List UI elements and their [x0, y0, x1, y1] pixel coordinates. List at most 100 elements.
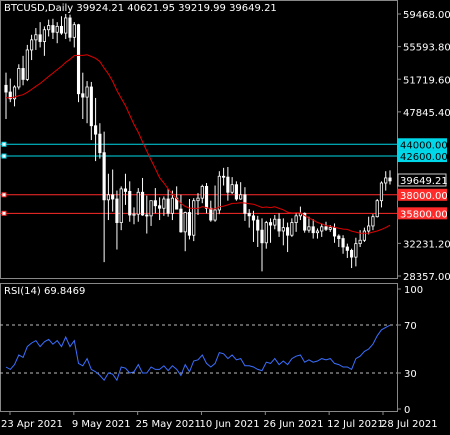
price-tick-label: 47845.40: [403, 108, 450, 119]
bear-candle: [243, 194, 247, 214]
bear-candle: [4, 84, 8, 93]
level-price-box: [397, 188, 447, 201]
bear-candle: [341, 238, 345, 248]
time-tick-label: 25 May 2021: [136, 419, 201, 430]
bull-candle: [30, 39, 34, 51]
level-handle: [1, 210, 7, 216]
bull-candle: [183, 212, 187, 233]
level-price-label: 38000.00: [400, 191, 448, 202]
bull-candle: [55, 25, 59, 33]
rsi-axis: 100 70 30 0: [397, 285, 423, 416]
time-tick-label: 10 Jun 2021: [199, 419, 259, 430]
bull-candle: [149, 200, 153, 217]
bull-candle: [47, 25, 51, 31]
bull-candle: [136, 191, 140, 215]
price-axis: 59468.00 55593.80 51719.60 47845.40 32231.20…: [397, 10, 450, 283]
bear-candle: [268, 222, 273, 226]
bull-candle: [196, 197, 200, 202]
bull-candle: [213, 209, 217, 221]
rsi-levels: [0, 324, 397, 374]
bull-candle: [72, 24, 76, 38]
bull-candle: [17, 68, 21, 88]
bull-candle: [375, 200, 379, 218]
bear-candle: [158, 205, 162, 209]
rsi-tick-label: 0: [404, 405, 410, 416]
bear-candle: [222, 175, 226, 178]
bear-candle: [153, 200, 157, 207]
level-price-label: 42600.00: [400, 152, 448, 163]
bull-candle: [320, 226, 324, 232]
bear-candle: [51, 25, 55, 33]
level-price-label: 44000.00: [400, 140, 448, 151]
level-price-box: [397, 207, 447, 220]
bear-candle: [345, 246, 349, 251]
bull-candle: [34, 34, 38, 41]
current-price-label: 39649.21: [400, 176, 448, 187]
bear-candle: [128, 191, 132, 216]
bull-candle: [119, 188, 123, 223]
bear-candle: [311, 226, 315, 234]
level-price-box: [397, 150, 447, 163]
rsi-panel-frame: [0, 283, 398, 412]
bear-candle: [166, 198, 170, 214]
bull-candle: [281, 227, 285, 232]
rsi-tick-label: 30: [404, 369, 417, 380]
bear-candle: [68, 17, 72, 38]
price-tick-label: 32231.20: [403, 239, 450, 250]
bull-candle: [42, 29, 46, 42]
bear-candle: [21, 68, 25, 80]
bull-candle: [106, 194, 110, 201]
bull-candle: [358, 239, 362, 245]
bear-candle: [81, 93, 85, 98]
bull-candle: [379, 182, 384, 202]
bull-candle: [239, 194, 243, 200]
bull-candle: [170, 197, 174, 214]
price-tick-label: 59468.00: [403, 10, 450, 21]
bull-candle: [200, 185, 204, 199]
time-tick-label: 9 May 2021: [72, 419, 131, 430]
bear-candle: [209, 207, 213, 221]
bear-candle: [260, 229, 264, 244]
price-panel-frame: [0, 0, 398, 279]
bull-candle: [25, 49, 29, 80]
bear-candle: [277, 218, 281, 232]
bull-candle: [384, 177, 388, 184]
bear-candle: [324, 226, 328, 230]
bear-candle: [111, 194, 115, 200]
time-tick-label: 12 Jul 2021: [327, 419, 384, 430]
bull-candle: [85, 86, 89, 98]
candlestick-series: [4, 14, 392, 272]
moving-average-line: [6, 54, 391, 234]
bear-candle: [337, 235, 341, 239]
bear-candle: [123, 188, 128, 192]
bear-candle: [179, 208, 183, 233]
level-price-label: 35800.00: [400, 209, 448, 220]
bull-candle: [132, 213, 136, 216]
bull-candle: [328, 227, 332, 230]
bear-candle: [234, 184, 238, 200]
level-price-box: [397, 138, 447, 151]
level-handle: [1, 141, 7, 147]
bull-candle: [290, 222, 294, 236]
level-handle: [1, 192, 7, 198]
bull-candle: [217, 175, 221, 211]
bull-candle: [307, 226, 311, 231]
bull-candle: [354, 243, 358, 258]
bull-candle: [264, 222, 268, 244]
time-tick-label: 28 Jul 2021: [381, 419, 438, 430]
level-handle: [1, 153, 7, 159]
rsi-header: RSI(14) 69.8469: [4, 286, 85, 297]
bull-candle: [12, 86, 17, 100]
bear-candle: [204, 185, 209, 209]
bull-candle: [162, 198, 166, 209]
bear-candle: [388, 177, 392, 182]
bear-candle: [115, 198, 119, 223]
bear-candle: [350, 249, 354, 258]
bull-candle: [273, 218, 277, 226]
bear-candle: [187, 212, 192, 236]
time-tick-label: 23 Apr 2021: [1, 419, 63, 430]
bear-candle: [145, 214, 149, 217]
